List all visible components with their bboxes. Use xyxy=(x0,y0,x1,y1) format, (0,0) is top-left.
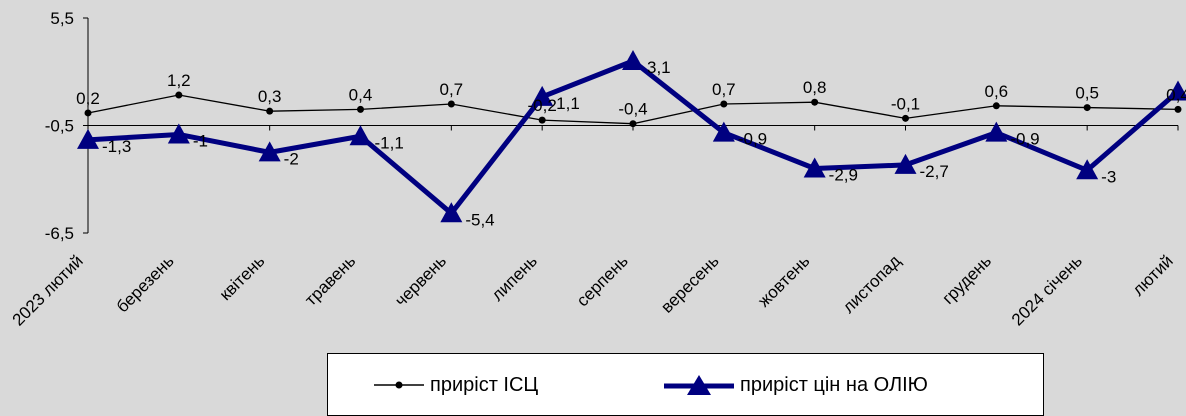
legend: приріст ІСЦ приріст цін на ОЛІЮ xyxy=(327,353,1044,416)
point-oil xyxy=(1167,80,1186,101)
x-tick-label: вересень xyxy=(657,251,722,316)
point-cpi xyxy=(357,105,364,113)
data-label-oil: -3 xyxy=(1101,167,1116,186)
x-tick-label: жовтень xyxy=(754,251,813,310)
data-label-cpi: -0,4 xyxy=(618,100,647,119)
data-label-cpi: 0,7 xyxy=(712,80,736,99)
point-cpi xyxy=(538,116,546,124)
legend-item-oil: приріст цін на ОЛІЮ xyxy=(664,372,928,398)
x-tick-label: лютий xyxy=(1129,251,1177,299)
point-cpi xyxy=(84,109,92,117)
point-cpi xyxy=(720,100,728,108)
x-tick-label: листопад xyxy=(839,251,904,316)
x-tick-label: грудень xyxy=(939,251,996,308)
data-label-oil: 3,1 xyxy=(647,58,671,77)
x-axis-category-labels: 2023 лютий березень квітень травень червень л… xyxy=(9,251,1177,329)
point-cpi xyxy=(811,98,819,106)
y-tick-label: -6,5 xyxy=(45,224,74,243)
point-oil xyxy=(77,128,99,149)
data-label-oil: -1 xyxy=(193,131,208,150)
data-label-cpi: 0,7 xyxy=(440,80,464,99)
data-label-oil: -0,9 xyxy=(1010,130,1039,149)
x-tick-label: квітень xyxy=(216,251,269,304)
point-cpi xyxy=(992,102,1000,110)
legend-item-cpi: приріст ІСЦ xyxy=(374,372,538,398)
point-oil xyxy=(712,121,735,142)
point-oil xyxy=(531,85,554,106)
point-oil xyxy=(985,121,1008,142)
x-tick-label: березень xyxy=(113,251,178,316)
data-label-oil: -0,9 xyxy=(738,130,767,149)
data-label-oil: -2 xyxy=(284,149,299,168)
y-axis-ticks: 5,5 -0,5 -6,5 xyxy=(45,9,88,243)
data-label-cpi: 0,8 xyxy=(803,78,827,97)
data-label-oil: -2,9 xyxy=(829,166,858,185)
legend-label-cpi: приріст ІСЦ xyxy=(430,373,539,396)
point-cpi xyxy=(629,120,637,128)
y-tick-label: -0,5 xyxy=(45,117,74,136)
x-tick-label: травень xyxy=(301,251,359,309)
point-cpi xyxy=(902,114,909,122)
data-label-cpi: 0,6 xyxy=(985,82,1009,101)
point-oil xyxy=(167,123,190,144)
x-tick-label: 2024 січень xyxy=(1008,251,1086,329)
point-cpi xyxy=(266,107,274,115)
point-oil xyxy=(349,125,372,146)
series-group xyxy=(77,50,1186,223)
data-label-cpi: 1,2 xyxy=(167,71,191,90)
data-label-oil: -2,7 xyxy=(920,162,949,181)
legend-line-triangle-icon xyxy=(664,375,734,395)
point-oil xyxy=(1076,159,1099,180)
point-oil xyxy=(803,157,826,178)
data-label-cpi: -0,1 xyxy=(891,94,920,113)
x-tick-label: червень xyxy=(391,251,450,310)
y-tick-label: 5,5 xyxy=(50,9,74,28)
point-oil xyxy=(258,141,281,162)
data-label-cpi: 0,4 xyxy=(349,85,373,104)
data-labels-group: 0,2 1,2 0,3 0,4 0,7 -0,2 -0,4 0,7 0,8 -0,1 0,6 0,5 0… xyxy=(76,58,1186,229)
x-tick-label: 2023 лютий xyxy=(9,251,87,329)
point-cpi xyxy=(447,100,455,108)
x-tick-label: серпень xyxy=(573,251,632,310)
data-label-cpi: 0,5 xyxy=(1075,84,1099,103)
data-label-oil: -5,4 xyxy=(465,210,494,229)
data-label-oil: 1,1 xyxy=(556,94,580,113)
data-label-cpi: 0,4 xyxy=(1166,85,1186,104)
legend-line-circle-icon xyxy=(374,381,424,389)
x-tick-label: липень xyxy=(488,251,541,304)
point-cpi xyxy=(1083,104,1091,112)
point-oil xyxy=(622,50,644,70)
point-cpi xyxy=(1174,105,1182,113)
point-cpi xyxy=(175,91,183,99)
data-label-cpi: 0,3 xyxy=(258,87,282,106)
data-label-cpi: 0,2 xyxy=(76,89,100,108)
point-oil xyxy=(440,202,463,223)
point-oil xyxy=(894,153,917,174)
legend-label-oil: приріст цін на ОЛІЮ xyxy=(740,373,928,396)
data-label-oil: -1,3 xyxy=(102,137,131,156)
data-label-oil: -1,1 xyxy=(375,133,404,152)
data-label-cpi: -0,2 xyxy=(528,96,557,115)
